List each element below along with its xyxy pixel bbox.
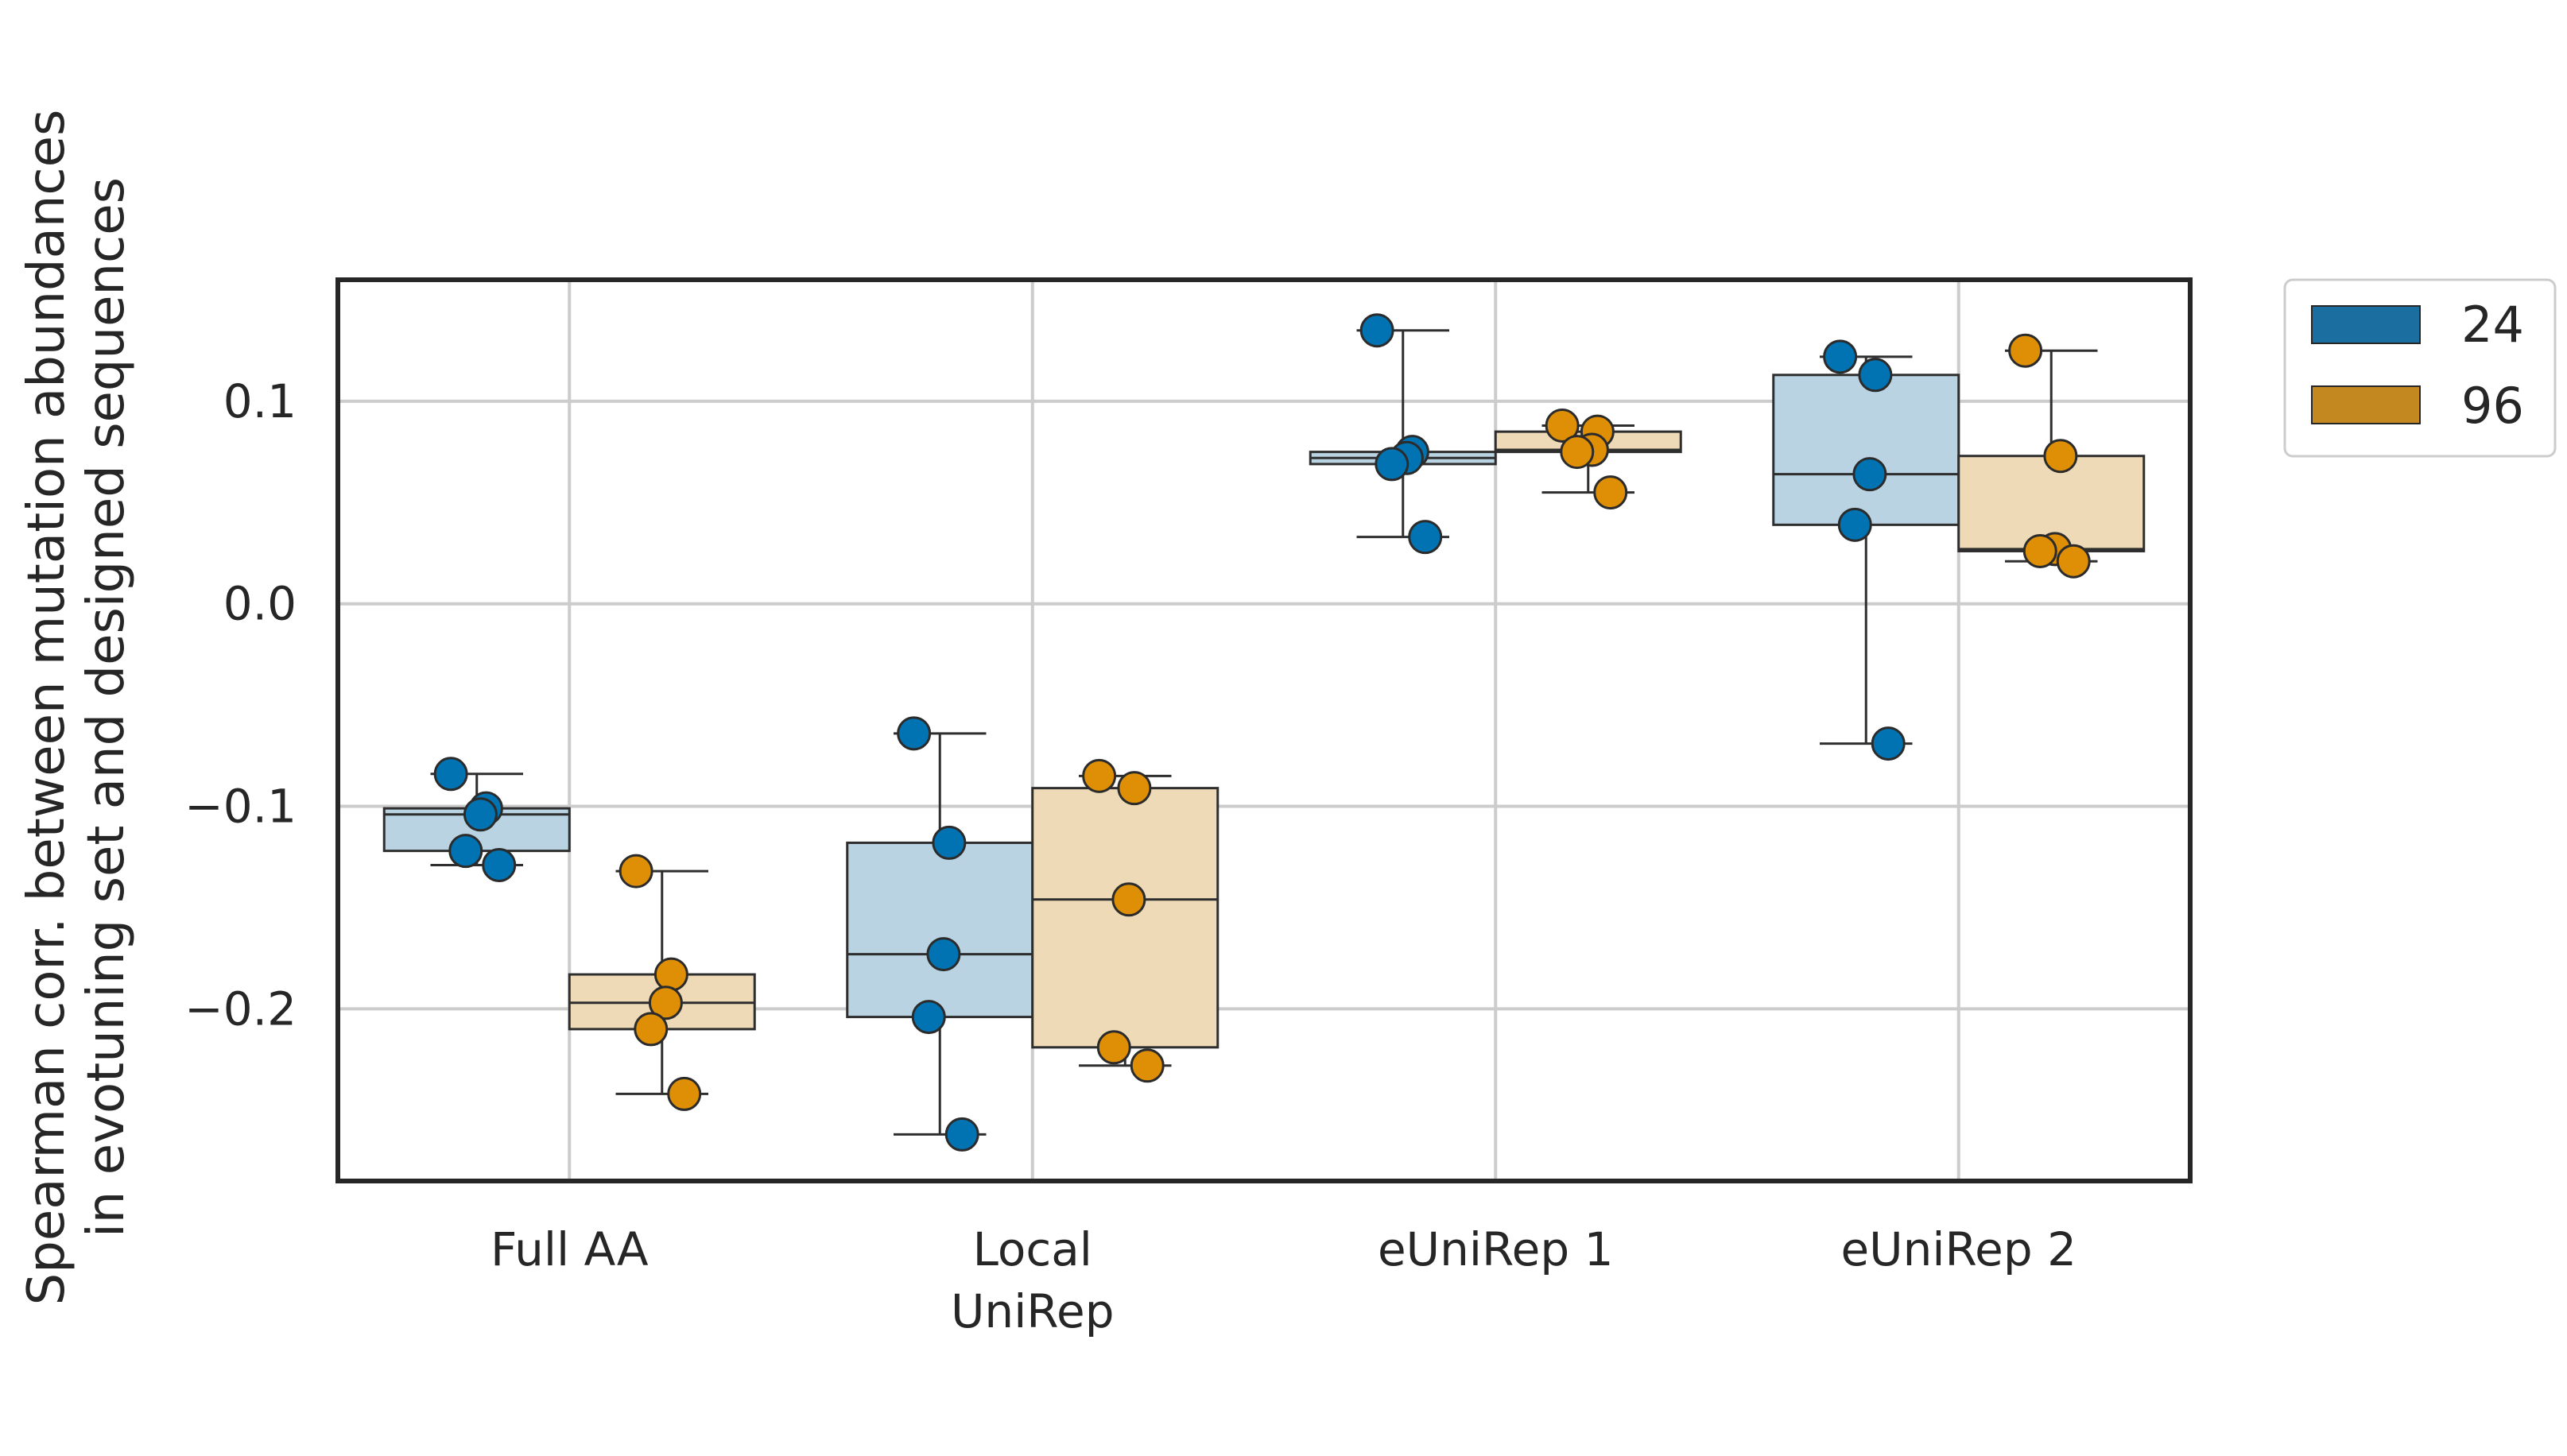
x-tick-label: Local <box>973 1222 1092 1276</box>
y-tick-label: 0.0 <box>223 577 297 631</box>
legend-swatch-96 <box>2311 385 2421 424</box>
point-24 <box>463 797 498 832</box>
point-96 <box>2056 544 2091 579</box>
point-96 <box>2022 533 2057 568</box>
point-24 <box>482 847 517 882</box>
point-24 <box>932 825 967 860</box>
point-24 <box>944 1117 979 1152</box>
x-tick-labels: Full AA Local UniRep eUniRep 1 eUniRep 2 <box>491 1222 2076 1338</box>
point-24 <box>433 757 468 792</box>
y-axis-title-line-1: Spearman corr. between mutation abundanc… <box>17 110 76 1306</box>
point-96 <box>648 986 683 1020</box>
point-96 <box>1130 1048 1165 1083</box>
legend: 24 96 <box>2283 278 2557 458</box>
point-24 <box>1408 520 1443 555</box>
point-96 <box>667 1076 702 1111</box>
legend-swatch-24 <box>2311 305 2421 344</box>
point-24 <box>1858 358 1893 393</box>
point-96 <box>1111 882 1146 917</box>
point-96 <box>1082 758 1117 793</box>
y-tick-labels: 0.1 0.0 −0.1 −0.2 <box>184 374 297 1036</box>
point-24 <box>448 834 483 869</box>
x-tick-label: UniRep <box>951 1284 1115 1338</box>
x-tick-label: eUniRep 2 <box>1840 1222 2076 1276</box>
y-tick-label: −0.1 <box>184 780 297 834</box>
point-96 <box>618 854 653 889</box>
point-24 <box>1359 313 1394 348</box>
legend-label-96: 96 <box>2461 377 2524 435</box>
point-96 <box>1117 771 1152 806</box>
point-24 <box>897 716 932 751</box>
y-tick-label: −0.2 <box>184 982 297 1036</box>
x-tick-label: Full AA <box>491 1222 649 1276</box>
y-tick-label: 0.1 <box>223 374 297 428</box>
point-96 <box>1593 475 1628 510</box>
y-axis-title-line-2: in evotuning set and designed sequences <box>77 177 136 1237</box>
data-points <box>433 313 2091 1152</box>
box-24 <box>846 841 1034 1019</box>
point-24 <box>926 937 961 972</box>
point-24 <box>1375 447 1410 482</box>
x-tick-label: eUniRep 1 <box>1378 1222 1614 1276</box>
point-96 <box>2043 439 2078 474</box>
point-24 <box>1852 457 1887 492</box>
box-24 <box>1772 374 1960 526</box>
point-24 <box>1837 507 1872 542</box>
box-96 <box>1031 787 1220 1049</box>
legend-label-24: 24 <box>2461 296 2524 354</box>
plot-frame <box>335 277 2193 1183</box>
point-96 <box>1096 1030 1131 1065</box>
point-96 <box>2008 333 2043 368</box>
point-96 <box>1560 435 1595 470</box>
point-96 <box>1545 408 1580 443</box>
point-96 <box>653 957 688 992</box>
point-24 <box>911 1000 946 1035</box>
point-24 <box>1871 726 1906 761</box>
y-axis-title: Spearman corr. between mutation abundanc… <box>17 110 136 1306</box>
point-96 <box>634 1012 669 1047</box>
point-24 <box>1823 339 1858 374</box>
